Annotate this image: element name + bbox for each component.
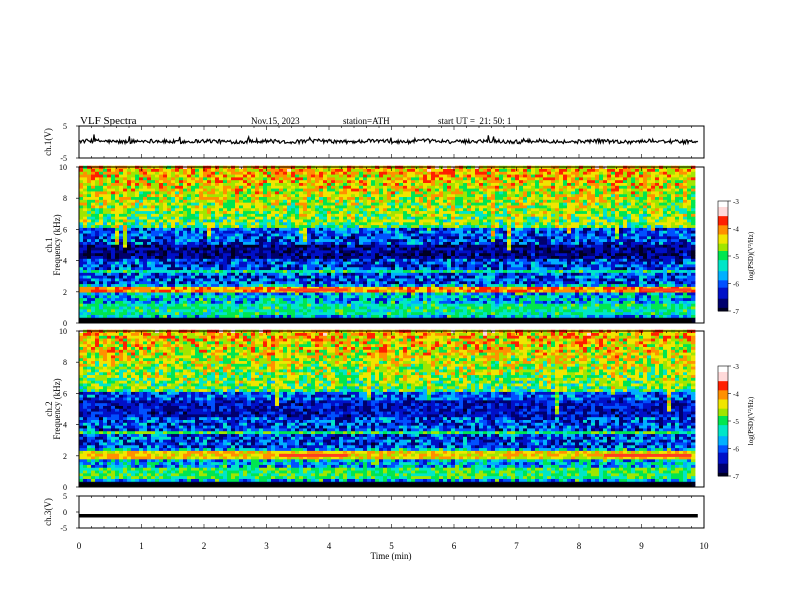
- colorbar-ch1: -3 -4 -5 -6 -7 log(PSD)(V²/Hz): [717, 198, 755, 316]
- colorbar-ch2: -3 -4 -5 -6 -7 log(PSD)(V²/Hz): [717, 363, 755, 481]
- colorbar-tick-label: -5: [733, 418, 739, 426]
- colorbar-label: log(PSD)(V²/Hz): [747, 396, 755, 445]
- y-tick-label: 8: [63, 358, 67, 367]
- colorbar-label: log(PSD)(V²/Hz): [747, 231, 755, 280]
- colorbar-tick-label: -7: [733, 473, 739, 481]
- colorbar-tick-label: -6: [733, 446, 739, 454]
- colorbar-tick-label: -4: [733, 226, 739, 234]
- y-tick-label: 4: [63, 421, 67, 430]
- y-tick-label: -5: [60, 524, 67, 533]
- y-tick-label: 10: [59, 327, 67, 336]
- ch3-waveform-panel: 5 0 -5 ch.3(V): [43, 492, 705, 533]
- colorbar-tick-label: -3: [733, 363, 739, 371]
- date-label: Nov.15, 2023: [251, 116, 300, 126]
- spectrogram-heatmap: [79, 165, 696, 324]
- x-tick-label: 3: [264, 541, 269, 551]
- y-tick-label: 2: [63, 288, 67, 297]
- plot-frame: [78, 495, 705, 529]
- colorbar-tick-label: -4: [733, 391, 739, 399]
- x-tick-label: 8: [577, 541, 582, 551]
- figure-title: VLF Spectra: [80, 115, 137, 127]
- y-tick-label: 2: [63, 452, 67, 461]
- y-tick-label: 6: [63, 225, 67, 234]
- colorbar-tick-label: -7: [733, 308, 739, 316]
- x-tick-label: 6: [452, 541, 457, 551]
- y-tick-label: 0: [63, 483, 67, 492]
- y-tick-label: 5: [63, 492, 67, 501]
- x-tick-label: 4: [327, 541, 332, 551]
- x-tick-label: 9: [639, 541, 644, 551]
- y-axis-label: Frequency (kHz): [52, 378, 62, 439]
- x-tick-label: 7: [514, 541, 519, 551]
- colorbar-tick-label: -3: [733, 198, 739, 206]
- y-axis-label-channel: ch.2: [44, 401, 54, 416]
- x-tick-label: 5: [389, 541, 394, 551]
- x-tick-label: 0: [77, 541, 82, 551]
- y-tick-label: 10: [59, 163, 67, 172]
- x-tick-label: 10: [700, 541, 710, 551]
- x-tick-label: 2: [202, 541, 207, 551]
- colorbar-tick-label: -6: [733, 281, 739, 289]
- waveform-trace: [78, 134, 699, 146]
- emission-burst: [279, 453, 348, 457]
- y-axis-label: ch.1(V): [43, 128, 53, 156]
- y-tick-label: 8: [63, 194, 67, 203]
- colorbar-tick-label: -5: [733, 253, 739, 261]
- y-tick-label: 6: [63, 389, 67, 398]
- y-tick-label: 5: [63, 122, 67, 131]
- start-time-label: start UT = 21: 50: 1: [438, 116, 511, 126]
- y-tick-label: 0: [63, 319, 67, 328]
- ch1-waveform-panel: 5 -5 ch.1(V): [43, 122, 705, 163]
- station-label: station=ATH: [343, 116, 390, 126]
- x-axis-label: Time (min): [371, 551, 412, 561]
- y-tick-label: -5: [60, 154, 67, 163]
- y-axis-label: Frequency (kHz): [52, 214, 62, 275]
- emission-burst: [279, 288, 348, 292]
- y-tick-label: 0: [63, 508, 67, 517]
- y-tick-label: 4: [63, 257, 67, 266]
- time-axis: 0 1 2 3 4 5 6 7 8 9 10 Time (min): [77, 541, 709, 561]
- spectrogram-heatmap: [79, 329, 696, 488]
- x-tick-label: 1: [139, 541, 144, 551]
- y-axis-label-channel: ch.1: [44, 237, 54, 252]
- y-axis-label: ch.3(V): [43, 498, 53, 526]
- emission-burst: [641, 288, 692, 292]
- emission-burst: [604, 453, 692, 457]
